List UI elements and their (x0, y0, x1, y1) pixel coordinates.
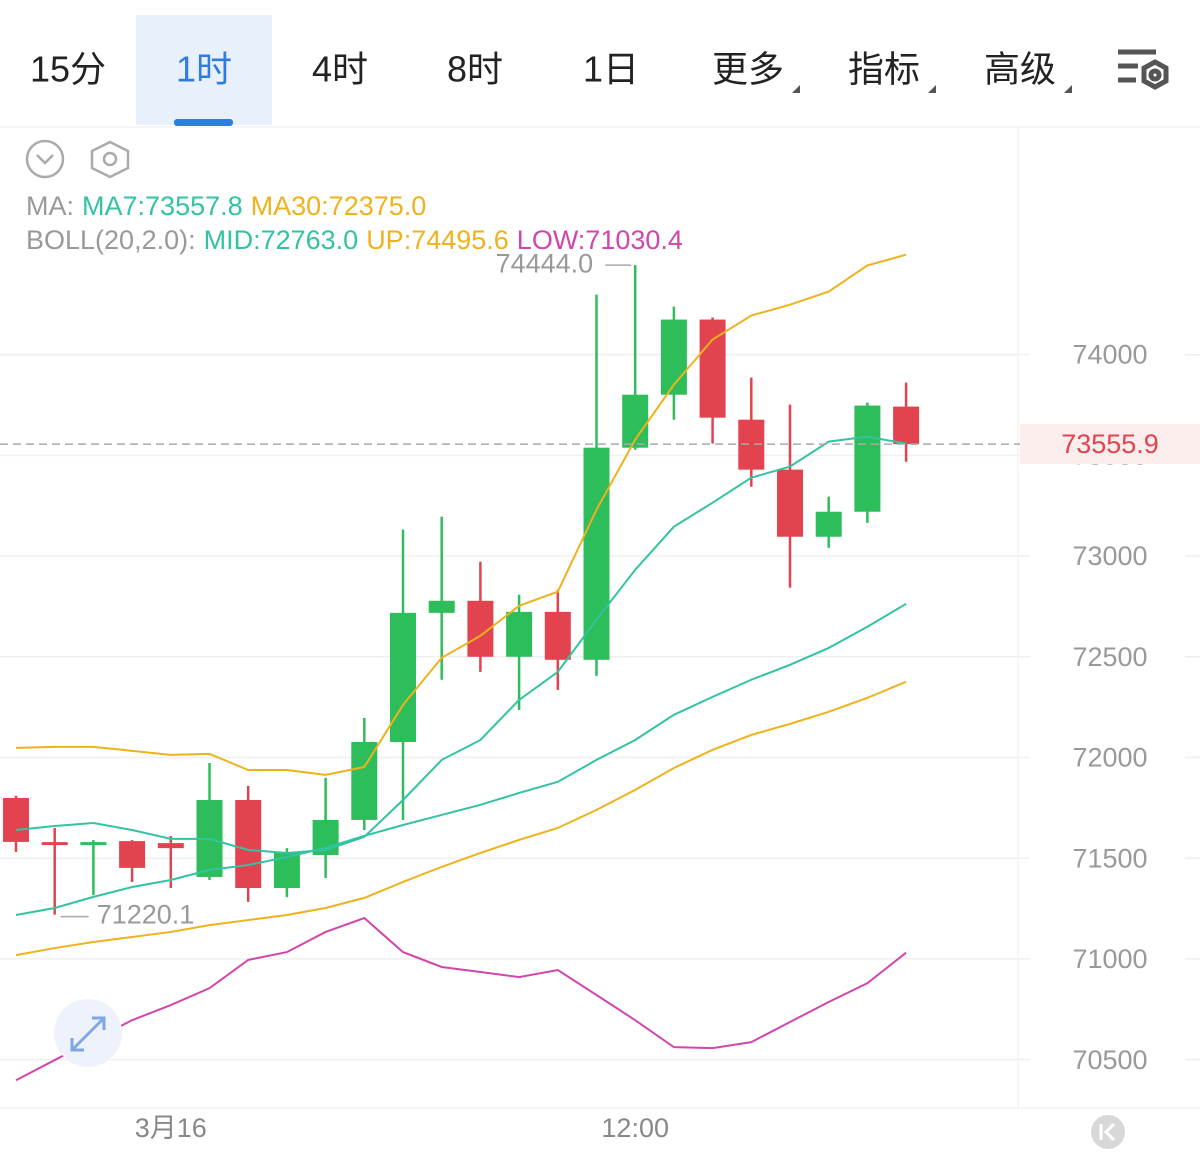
candle-body (854, 405, 881, 512)
candle-body (390, 612, 416, 742)
tab[interactable]: 1时 (176, 49, 232, 90)
candle-body (157, 843, 184, 849)
y-tick-label: 74000 (1072, 340, 1147, 370)
tab[interactable]: 1日 (583, 49, 639, 90)
indicator-line (15, 602, 907, 917)
indicator-line (15, 435, 907, 854)
indicator-legend: BOLL(20,2.0): MID:72763.0 UP:74495.6 LOW:71… (26, 225, 683, 255)
tab[interactable]: 15分 (30, 49, 106, 90)
collapse-icon[interactable] (25, 139, 65, 179)
settings-icon[interactable] (1118, 49, 1169, 90)
candle-body (235, 800, 262, 889)
y-tick-label: 72500 (1072, 642, 1147, 672)
legend-entry: LOW:71030.4 (517, 225, 683, 255)
indicator-line (15, 916, 907, 1082)
candle-body (506, 611, 533, 657)
indicator-legend: MA: MA7:73557.8 MA30:72375.0 (26, 191, 426, 221)
candle-body (660, 319, 687, 395)
candle-body (815, 511, 842, 537)
y-tick-label: 71000 (1072, 944, 1147, 974)
last-price-bg (1020, 424, 1200, 465)
tab[interactable]: 更多 (712, 49, 784, 90)
indicator-settings-icon[interactable] (90, 140, 130, 179)
expand-button[interactable] (54, 999, 122, 1067)
plot: 7050071000715007200072500730007350074000… (0, 191, 1200, 1143)
candle-body (3, 797, 29, 842)
legend-entry: MID:72763.0 (204, 225, 359, 255)
legend-entry: UP:74495.6 (366, 225, 509, 255)
candle-body (893, 406, 920, 445)
y-tick-label: 71500 (1072, 843, 1147, 873)
active-tab-underline (174, 119, 233, 126)
tab[interactable]: 指标 (848, 49, 920, 90)
legend-entry: MA7:73557.8 (82, 191, 243, 221)
tab[interactable]: 8时 (447, 49, 503, 90)
legend-entry: MA30:72375.0 (251, 191, 427, 221)
indicator-line (15, 253, 907, 776)
candle-body (583, 447, 610, 660)
active-tab-bg (136, 15, 272, 125)
dropdown-arrow (1064, 85, 1072, 93)
candle-body (428, 600, 455, 613)
tab-bar: 15分 1时 4时 8时 1日 更多 指标 高级 (30, 49, 1072, 93)
scroll-latest-button[interactable] (1091, 1115, 1125, 1149)
y-tick-label: 72000 (1072, 743, 1147, 773)
annotation: 74444.0 (496, 248, 594, 278)
x-tick-label: 12:00 (601, 1113, 669, 1143)
dropdown-arrow (792, 85, 800, 93)
y-tick-label: 70500 (1072, 1045, 1147, 1075)
candle-body (41, 842, 68, 846)
annotation: 71220.1 (97, 900, 195, 930)
candle-body (544, 611, 571, 660)
candle-body (777, 469, 803, 537)
candle-body (351, 741, 378, 820)
candle-body (119, 841, 146, 868)
legend-title: BOLL(20,2.0): (26, 225, 196, 255)
candle-body (80, 842, 107, 846)
dropdown-arrow (928, 85, 936, 93)
candle-body (699, 319, 726, 418)
x-tick-label: 3月16 (135, 1113, 207, 1143)
tab[interactable]: 4时 (312, 49, 368, 90)
legend-title: MA: (26, 191, 74, 221)
tab[interactable]: 高级 (984, 49, 1056, 90)
indicator-line (15, 680, 907, 957)
y-tick-label: 73000 (1072, 541, 1147, 571)
last-price-label: 73555.9 (1061, 429, 1159, 459)
